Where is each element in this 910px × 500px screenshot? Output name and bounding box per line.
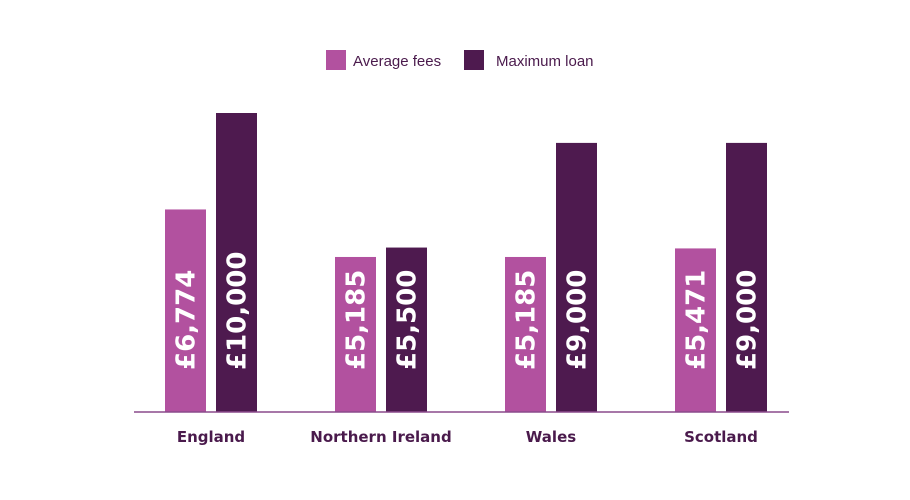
category-label-wales: Wales xyxy=(526,428,576,446)
bar-label-wales-average-fees: £5,185 xyxy=(512,270,542,370)
bar-label-scotland-average-fees: £5,471 xyxy=(682,270,712,370)
legend-swatch-average-fees xyxy=(326,50,346,70)
bar-label-northern-ireland-average-fees: £5,185 xyxy=(342,270,372,370)
bar-label-england-average-fees: £6,774 xyxy=(172,270,202,370)
bar-label-england-maximum-loan: £10,000 xyxy=(223,252,253,370)
category-label-england: England xyxy=(177,428,245,446)
legend-label-average-fees: Average fees xyxy=(353,53,441,70)
bars xyxy=(165,113,767,412)
bar-scotland-average-fees xyxy=(675,248,716,412)
category-label-northern-ireland: Northern Ireland xyxy=(310,428,451,446)
bar-wales-maximum-loan xyxy=(556,142,597,412)
bar-northern-ireland-average-fees xyxy=(335,256,376,412)
bar-label-wales-maximum-loan: £9,000 xyxy=(563,270,593,370)
legend: Average fees Maximum loan xyxy=(326,50,594,70)
bar-labels: £6,774 £10,000 £5,185 £5,500 £5,185 £9,000 £5,… xyxy=(172,252,763,370)
category-label-scotland: Scotland xyxy=(684,428,758,446)
bar-label-scotland-maximum-loan: £9,000 xyxy=(733,270,763,370)
bar-england-maximum-loan xyxy=(216,113,257,412)
legend-label-maximum-loan: Maximum loan xyxy=(496,53,594,70)
bar-wales-average-fees xyxy=(505,256,546,412)
bar-label-northern-ireland-maximum-loan: £5,500 xyxy=(393,270,423,370)
category-labels: England Northern Ireland Wales Scotland xyxy=(177,428,758,446)
bar-scotland-maximum-loan xyxy=(726,142,767,412)
bar-england-average-fees xyxy=(165,209,206,412)
legend-swatch-maximum-loan xyxy=(464,50,484,70)
bar-northern-ireland-maximum-loan xyxy=(386,247,427,412)
